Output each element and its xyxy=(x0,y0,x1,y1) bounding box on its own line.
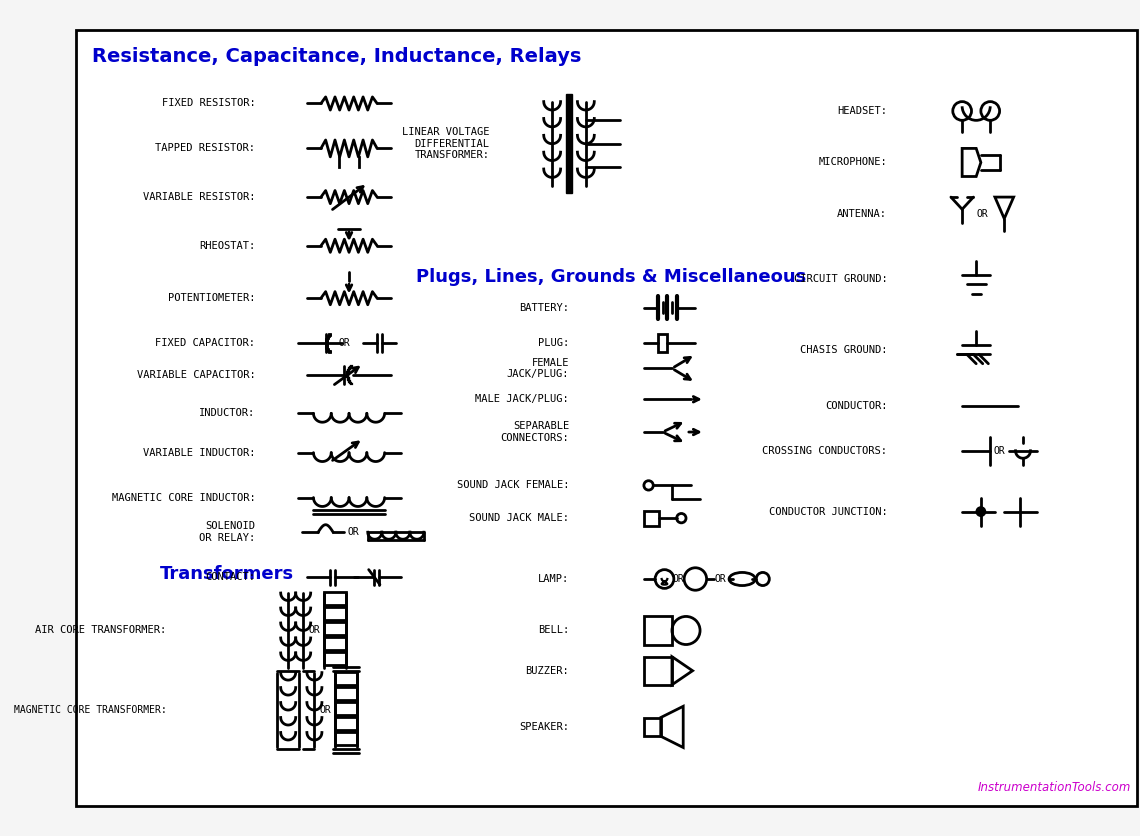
Text: AIR CORE TRANSFORMER:: AIR CORE TRANSFORMER: xyxy=(35,625,166,635)
Text: CONDUCTOR JUNCTION:: CONDUCTOR JUNCTION: xyxy=(768,507,887,517)
Bar xyxy=(324,637,347,650)
Bar xyxy=(644,511,659,526)
Bar xyxy=(335,716,358,730)
Text: OR: OR xyxy=(715,574,726,584)
Bar xyxy=(335,671,358,685)
Text: SOUND JACK FEMALE:: SOUND JACK FEMALE: xyxy=(456,481,569,491)
Text: Transformers: Transformers xyxy=(161,565,294,583)
Text: CIRCUIT GROUND:: CIRCUIT GROUND: xyxy=(793,274,887,284)
Bar xyxy=(644,717,661,737)
Text: InstrumentationTools.com: InstrumentationTools.com xyxy=(977,782,1131,794)
Bar xyxy=(567,94,572,193)
Text: HEADSET:: HEADSET: xyxy=(837,106,887,116)
Text: SOLENOID
OR RELAY:: SOLENOID OR RELAY: xyxy=(200,522,255,543)
Text: FIXED RESISTOR:: FIXED RESISTOR: xyxy=(162,99,255,109)
Text: CHASIS GROUND:: CHASIS GROUND: xyxy=(800,344,887,354)
Text: MICROPHONE:: MICROPHONE: xyxy=(819,157,887,167)
Bar xyxy=(335,686,358,700)
Text: MALE JACK/PLUG:: MALE JACK/PLUG: xyxy=(475,395,569,405)
Text: FIXED CAPACITOR:: FIXED CAPACITOR: xyxy=(155,338,255,348)
Text: ANTENNA:: ANTENNA: xyxy=(837,209,887,219)
Text: OR: OR xyxy=(339,338,350,348)
Bar xyxy=(644,657,671,685)
Text: OR: OR xyxy=(319,705,332,715)
Bar xyxy=(324,607,347,620)
Text: VARIABLE RESISTOR:: VARIABLE RESISTOR: xyxy=(142,192,255,202)
Text: MAGNETIC CORE TRANSFORMER:: MAGNETIC CORE TRANSFORMER: xyxy=(14,705,166,715)
Bar xyxy=(335,701,358,715)
Text: OR: OR xyxy=(977,209,988,219)
Text: OR: OR xyxy=(994,446,1005,456)
Text: VARIABLE CAPACITOR:: VARIABLE CAPACITOR: xyxy=(137,370,255,380)
Text: BELL:: BELL: xyxy=(538,625,569,635)
Bar xyxy=(335,732,358,745)
Text: INDUCTOR:: INDUCTOR: xyxy=(200,408,255,418)
Text: OR: OR xyxy=(309,625,320,635)
Text: BUZZER:: BUZZER: xyxy=(526,665,569,675)
Text: SEPARABLE
CONNECTORS:: SEPARABLE CONNECTORS: xyxy=(500,421,569,443)
Text: PLUG:: PLUG: xyxy=(538,338,569,348)
Bar xyxy=(324,652,347,665)
Text: CROSSING CONDUCTORS:: CROSSING CONDUCTORS: xyxy=(763,446,887,456)
Text: OR: OR xyxy=(348,528,359,538)
Text: POTENTIOMETER:: POTENTIOMETER: xyxy=(168,293,255,303)
Text: BATTERY:: BATTERY: xyxy=(519,303,569,313)
Text: TAPPED RESISTOR:: TAPPED RESISTOR: xyxy=(155,144,255,154)
Text: LAMP:: LAMP: xyxy=(538,574,569,584)
Text: OR: OR xyxy=(673,574,684,584)
Text: CONTACT:: CONTACT: xyxy=(205,572,255,582)
Text: Plugs, Lines, Grounds & Miscellaneous: Plugs, Lines, Grounds & Miscellaneous xyxy=(416,268,806,286)
Text: VARIABLE INDUCTOR:: VARIABLE INDUCTOR: xyxy=(142,447,255,457)
Bar xyxy=(644,616,671,645)
Text: Resistance, Capacitance, Inductance, Relays: Resistance, Capacitance, Inductance, Rel… xyxy=(91,48,581,66)
Bar xyxy=(324,592,347,605)
Text: FEMALE
JACK/PLUG:: FEMALE JACK/PLUG: xyxy=(506,358,569,380)
Text: SOUND JACK MALE:: SOUND JACK MALE: xyxy=(469,513,569,523)
Text: CONDUCTOR:: CONDUCTOR: xyxy=(824,400,887,410)
Text: MAGNETIC CORE INDUCTOR:: MAGNETIC CORE INDUCTOR: xyxy=(112,492,255,502)
Circle shape xyxy=(976,507,986,517)
Text: LINEAR VOLTAGE
DIFFERENTIAL
TRANSFORMER:: LINEAR VOLTAGE DIFFERENTIAL TRANSFORMER: xyxy=(402,127,489,161)
Text: SPEAKER:: SPEAKER: xyxy=(519,722,569,732)
Bar xyxy=(324,622,347,635)
Text: RHEOSTAT:: RHEOSTAT: xyxy=(200,241,255,251)
